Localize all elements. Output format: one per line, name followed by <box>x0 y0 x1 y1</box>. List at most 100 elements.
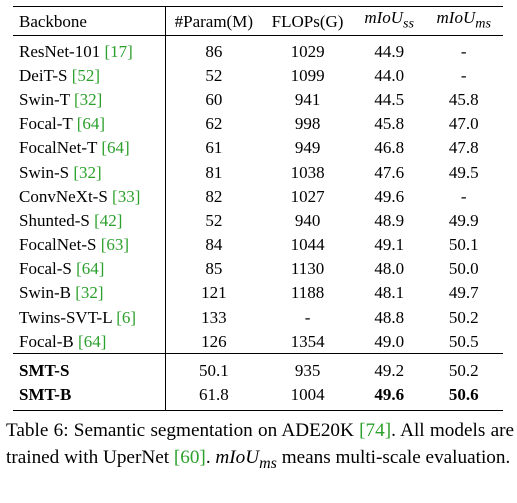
table-row: SMT-S 50.1 935 49.2 50.2 <box>13 353 503 383</box>
cell-backbone: FocalNet-S [63] <box>13 233 166 257</box>
cell-param: 126 <box>165 329 262 354</box>
header-miou-ss-base: mIoU <box>364 8 404 28</box>
backbone-name: Twins-SVT-L <box>19 307 112 327</box>
caption-math-sub: ms <box>259 454 277 472</box>
backbone-citation[interactable]: [17] <box>104 41 133 61</box>
cell-miou-ms: 47.8 <box>448 138 479 158</box>
table-caption: Table 6: Semantic segmentation on ADE20K… <box>6 417 514 477</box>
cell-miou-ms: 50.2 <box>448 307 479 327</box>
cell-backbone: Focal-S [64] <box>13 257 166 281</box>
cell-flops: 1188 <box>290 283 325 303</box>
cell-flops: 941 <box>294 89 321 109</box>
cell-miou-ms: - <box>460 41 467 61</box>
cell-miou-ms: 50.6 <box>448 385 479 405</box>
cell-miou-ss: 44.0 <box>374 65 405 85</box>
results-table: Backbone #Param(M) FLOPs(G) mIoUss mIoUm… <box>13 6 503 411</box>
cell-backbone: Swin-B [32] <box>13 281 166 305</box>
cell-flops: 1004 <box>290 385 325 405</box>
backbone-name: Swin-S <box>19 162 70 182</box>
cell-miou-ms: 50.2 <box>448 361 479 381</box>
cell-miou-ms: 45.8 <box>448 89 479 109</box>
table-row: ResNet-101 [17] 86 1029 44.9- <box>13 35 503 64</box>
caption-text-4: means multi-scale evaluation. <box>276 447 511 468</box>
header-miou-ss-sub: ss <box>403 15 415 32</box>
cell-backbone: ResNet-101 [17] <box>13 36 166 64</box>
cell-backbone: Twins-SVT-L [6] <box>13 305 166 329</box>
cell-param: 52 <box>165 63 262 88</box>
cell-flops: 1099 <box>290 65 325 85</box>
table-row: Shunted-S [42] 52 940 48.9 49.9 <box>13 208 503 233</box>
table-row: Focal-S [64] 85 1130 48.0 50.0 <box>13 256 503 281</box>
cell-miou-ms: 49.9 <box>448 210 479 230</box>
backbone-citation[interactable]: [32] <box>73 89 103 109</box>
cell-backbone: SMT-B <box>13 383 166 411</box>
cell-param: 84 <box>165 232 262 257</box>
backbone-citation[interactable]: [64] <box>101 138 130 158</box>
cell-miou-ss: 44.9 <box>374 41 405 61</box>
table-row: Swin-B [32] 121 1188 48.1 49.7 <box>13 280 503 306</box>
cell-miou-ss: 49.0 <box>374 331 405 351</box>
backbone-citation[interactable]: [64] <box>78 331 107 351</box>
header-miou-ss: mIoUss <box>354 7 425 36</box>
table-body: ResNet-101 [17] 86 1029 44.9- DeiT-S [52] 52 1… <box>13 35 503 411</box>
cell-param: 121 <box>165 280 262 306</box>
cell-backbone: ConvNeXt-S [33] <box>13 184 166 208</box>
backbone-citation[interactable]: [6] <box>116 307 137 327</box>
cell-param: 50.1 <box>165 353 262 383</box>
cell-flops: 940 <box>294 210 321 230</box>
table-row: Swin-S [32] 81 1038 47.6 49.5 <box>13 159 503 185</box>
backbone-citation[interactable]: [63] <box>100 235 130 255</box>
backbone-name: Swin-B <box>19 283 71 303</box>
backbone-citation[interactable]: [64] <box>76 114 106 134</box>
cell-flops: 1029 <box>290 41 325 61</box>
backbone-citation[interactable]: [52] <box>71 65 101 85</box>
cell-miou-ms: 50.0 <box>448 259 479 279</box>
cell-miou-ss: 46.8 <box>374 138 405 158</box>
backbone-name: ResNet-101 <box>19 41 101 61</box>
header-miou-ms-sub: ms <box>475 15 491 32</box>
caption-text-1: Table 6: Semantic segmentation on ADE20K <box>6 420 360 441</box>
backbone-name: SMT-S <box>19 361 70 381</box>
cell-param: 86 <box>165 35 262 64</box>
cell-param: 85 <box>165 256 262 281</box>
caption-text-3: . <box>205 447 216 468</box>
caption-citation-2[interactable]: [60] <box>173 447 206 468</box>
cell-flops: - <box>304 307 311 327</box>
table-row: Focal-T [64] 62 998 45.8 47.0 <box>13 111 503 136</box>
cell-backbone: Swin-T [32] <box>13 87 166 111</box>
backbone-citation[interactable]: [33] <box>112 186 141 206</box>
table-row: FocalNet-T [64] 61 949 46.8 47.8 <box>13 135 503 160</box>
backbone-citation[interactable]: [42] <box>94 210 123 230</box>
cell-param: 62 <box>165 111 262 136</box>
backbone-name: Swin-T <box>19 89 70 109</box>
cell-miou-ss: 48.8 <box>374 307 405 327</box>
cell-param: 81 <box>165 159 262 185</box>
backbone-name: Focal-T <box>19 114 73 134</box>
table-row: DeiT-S [52] 52 1099 44.0- <box>13 63 503 88</box>
cell-miou-ss: 44.5 <box>374 89 405 109</box>
table-row: ConvNeXt-S [33] 82 1027 49.6- <box>13 184 503 209</box>
backbone-citation[interactable]: [32] <box>73 162 102 182</box>
cell-miou-ss: 48.1 <box>374 283 405 303</box>
backbone-citation[interactable]: [32] <box>75 283 104 303</box>
cell-miou-ss: 49.2 <box>374 361 405 381</box>
cell-backbone: Focal-T [64] <box>13 112 166 136</box>
cell-miou-ss: 49.6 <box>374 186 405 206</box>
cell-backbone: FocalNet-T [64] <box>13 136 166 160</box>
header-flops: FLOPs(G) <box>271 11 344 31</box>
cell-param: 82 <box>165 184 262 209</box>
caption-citation-1[interactable]: [74] <box>359 420 392 441</box>
backbone-name: Shunted-S <box>19 210 90 230</box>
table-row: Focal-B [64] 126 1354 49.0 50.5 <box>13 329 503 354</box>
backbone-name: ConvNeXt-S <box>19 186 108 206</box>
backbone-name: Focal-B <box>19 331 74 351</box>
cell-param: 133 <box>165 305 262 330</box>
cell-param: 52 <box>165 208 262 233</box>
backbone-citation[interactable]: [64] <box>76 259 105 279</box>
backbone-name: DeiT-S <box>19 65 68 85</box>
cell-miou-ms: 49.7 <box>448 283 479 303</box>
cell-miou-ss: 48.9 <box>374 210 405 230</box>
cell-flops: 1038 <box>290 162 325 182</box>
cell-miou-ms: - <box>460 186 467 206</box>
header-backbone: Backbone <box>19 11 87 31</box>
